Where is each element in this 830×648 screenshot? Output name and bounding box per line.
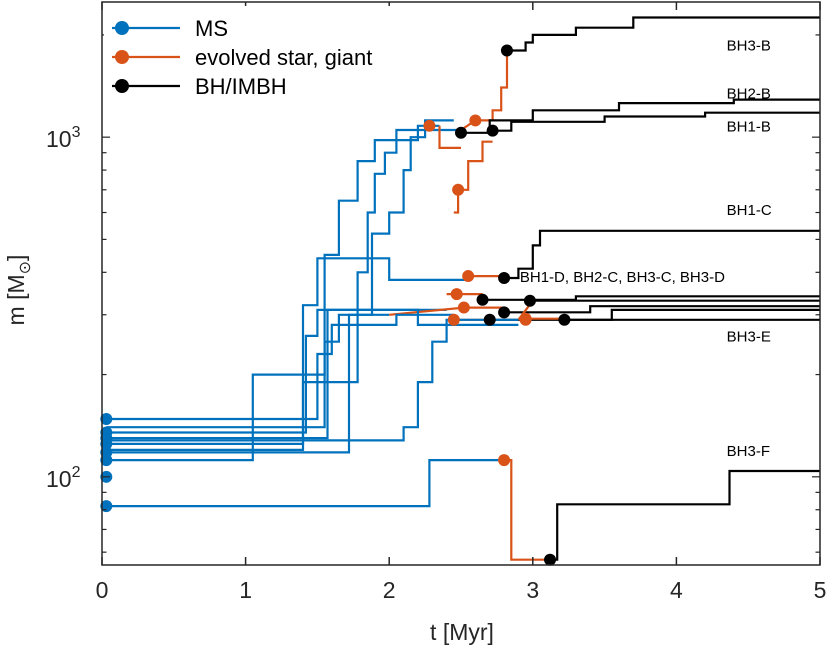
legend-marker-2	[115, 50, 129, 64]
x-tick-label-3: 3	[526, 577, 539, 603]
series-BH3-B-ms-line	[106, 128, 461, 451]
series-BH2-B-giant-line	[438, 125, 461, 149]
x-tick-label-5: 5	[814, 577, 827, 603]
x-tick-label-1: 1	[239, 577, 252, 603]
series-layer	[106, 16, 820, 561]
ms-start-marker-7	[100, 426, 113, 439]
series-BH1-C-ms-line	[106, 257, 469, 445]
axes-layer: 0 1 2 3 4 5 102 103	[46, 1, 827, 603]
x-tick-label-0: 0	[96, 577, 109, 603]
series-BH1-D-bh-marker	[476, 293, 489, 306]
series-BH1-C	[106, 229, 820, 445]
ms-start-marker-4	[100, 446, 113, 459]
series-BH3-D-bh-marker	[523, 294, 536, 307]
series-BH3-B-bh-marker	[500, 44, 513, 57]
series-BH2-C-bh-line	[504, 305, 820, 314]
series-BH3-C-giant-marker	[447, 313, 460, 326]
series-BH1-B-bh-line	[492, 111, 820, 132]
x-tick-label-4: 4	[670, 577, 683, 603]
annotation-layer: BH3-B BH2-B BH1-B BH1-C BH1-D, BH2-C, BH3-C,…	[520, 37, 772, 460]
annotation-6: BH3-E	[727, 329, 771, 346]
x-axis-label: t [Myr]	[430, 619, 494, 645]
series-BH1-B-giant-marker	[452, 183, 465, 196]
annotation-4: BH1-C	[727, 202, 772, 219]
series-BH3-C-bh-marker	[483, 313, 496, 326]
series-BH1-B-bh-marker	[486, 124, 499, 137]
ms-start-marker-8	[100, 412, 113, 425]
legend-label-2: evolved star, giant	[195, 45, 372, 70]
series-BH1-D-giant-marker	[450, 288, 463, 301]
series-BH3-F-giant-marker	[498, 454, 511, 467]
legend-background	[104, 6, 430, 104]
series-BH3-B-bh-line	[507, 16, 820, 52]
ms-start-marker-1	[100, 500, 113, 513]
annotation-7: BH3-F	[727, 443, 770, 460]
series-BH2-B-bh-marker	[455, 126, 467, 139]
y-axis-label-sub: ⊙	[17, 261, 34, 274]
series-BH3-F-bh-marker	[544, 553, 557, 566]
series-BH2-B-giant-marker	[423, 119, 436, 132]
axes-frame	[101, 1, 821, 566]
annotation-3: BH1-B	[727, 118, 771, 135]
series-BH3-B-giant-marker	[469, 114, 482, 127]
series-BH3-E-ms-line	[106, 318, 519, 442]
legend-marker-3	[115, 79, 129, 93]
series-BH3-D-ms-line	[106, 308, 519, 434]
annotation-1: BH3-B	[727, 37, 771, 54]
series-BH3-F-ms-line	[106, 459, 505, 508]
series-BH2-C-giant-marker	[457, 301, 470, 314]
legend: MS evolved star, giant BH/IMBH	[104, 6, 430, 104]
series-BH1-C-bh-marker	[498, 271, 511, 284]
series-BH2-C-bh-marker	[498, 306, 511, 319]
series-BH3-E-bh-marker	[558, 313, 571, 326]
y-tick-label-1000: 103	[46, 124, 81, 152]
x-tick-label-2: 2	[383, 577, 396, 603]
legend-label-3: BH/IMBH	[195, 74, 287, 99]
legend-label-1: MS	[195, 16, 228, 41]
annotation-2: BH2-B	[727, 85, 771, 102]
y-axis-label: m [M⊙]	[3, 255, 34, 326]
markers-layer	[100, 44, 571, 566]
series-BH1-C-bh-line	[504, 229, 820, 280]
y-tick-label-100: 102	[46, 464, 81, 492]
series-BH1-C-giant-marker	[462, 270, 475, 283]
series-BH1-B-giant-line	[453, 140, 493, 214]
annotation-5: BH1-D, BH2-C, BH3-C, BH3-D	[520, 269, 725, 286]
series-BH3-E-giant-marker	[519, 312, 532, 325]
series-BH3-C-ms-line	[106, 313, 454, 421]
legend-marker-1	[115, 21, 129, 35]
